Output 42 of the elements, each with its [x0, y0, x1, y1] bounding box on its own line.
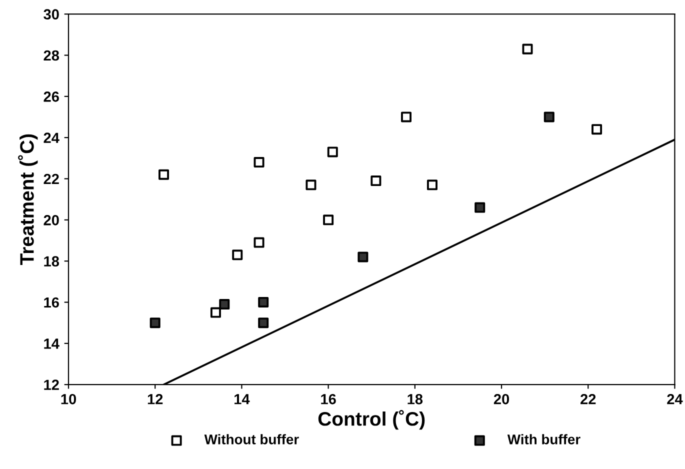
x-tick-label: 12 [148, 394, 163, 404]
point [258, 296, 269, 308]
point [306, 180, 316, 190]
x-axis-title: Control (˚C) [318, 410, 425, 430]
point [158, 169, 170, 180]
point [210, 307, 221, 318]
point [426, 180, 438, 190]
legend-label: Without buffer [204, 434, 299, 444]
x-tick-label: 10 [61, 394, 76, 404]
y-tick-label: 26 [44, 92, 59, 102]
point [232, 250, 243, 260]
point [358, 252, 368, 262]
x-tick-label: 14 [234, 394, 250, 404]
y-tick-label: 22 [44, 174, 59, 184]
legend-label: With buffer [507, 434, 580, 444]
y-tick-label: 12 [44, 380, 59, 390]
y-tick-label: 16 [44, 297, 59, 308]
point [522, 44, 533, 54]
y-tick-label: 14 [44, 338, 60, 349]
y-tick-label: 18 [44, 256, 60, 267]
point [150, 318, 160, 328]
point [370, 176, 382, 186]
y-tick-label: 28 [44, 50, 60, 61]
point [258, 318, 269, 328]
y-tick-label: 30 [44, 9, 59, 20]
point [254, 237, 264, 248]
point [544, 112, 554, 122]
y-tick-label: 20 [44, 215, 59, 226]
point [592, 124, 602, 135]
x-tick-label: 22 [580, 394, 596, 404]
y-axis-title: Treatment (˚C) [18, 134, 38, 266]
point [474, 202, 486, 213]
x-tick-label: 18 [408, 394, 423, 404]
x-tick-label: 20 [494, 394, 510, 404]
point [401, 112, 412, 122]
y-tick-label: 24 [44, 132, 60, 143]
point [219, 299, 230, 310]
x-tick-label: 24 [667, 394, 683, 404]
x-tick-label: 16 [321, 394, 336, 404]
point [323, 214, 334, 226]
point [254, 157, 264, 168]
point [327, 146, 338, 158]
